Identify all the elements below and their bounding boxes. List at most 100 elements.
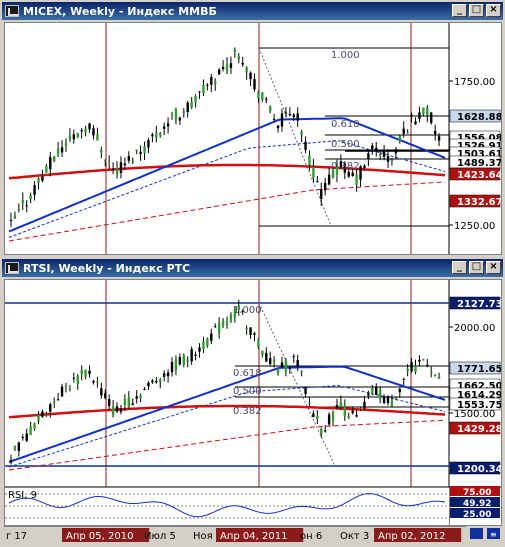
candle-body <box>194 95 197 103</box>
candle-body <box>53 156 56 162</box>
micex-chart-area[interactable]: 1.000 0.618 0.500 0.382 1750.00 1250.00 1628.8… <box>4 22 503 255</box>
minimize-button[interactable]: _ <box>452 261 467 274</box>
candle-body <box>430 371 433 373</box>
ma-slow-dashed <box>8 181 446 242</box>
candle-body <box>386 395 390 404</box>
candle-body <box>131 161 134 163</box>
rtsi-chart-area[interactable]: 1.000 0.618 0.500 0.382 2000.00 1500.00 2127.7… <box>4 279 503 526</box>
rsi-level-label: 49.92 <box>463 499 491 509</box>
candle-body <box>194 354 197 356</box>
candle-body <box>80 369 83 375</box>
candle-body <box>308 402 311 404</box>
candle-body <box>331 169 335 179</box>
candle-body <box>131 403 134 406</box>
fib-label: 0.618 <box>233 368 262 379</box>
price-tag-label: 1423.64 <box>457 170 501 181</box>
time-axis-label: он 6 <box>300 531 322 542</box>
candle-body <box>206 338 209 346</box>
candle-body <box>359 408 362 410</box>
candle-body <box>265 98 268 100</box>
candle-body <box>190 349 193 362</box>
candle-body <box>147 139 150 148</box>
minimize-button[interactable]: _ <box>452 4 467 17</box>
close-button[interactable]: × <box>486 4 501 17</box>
candle-body <box>363 165 366 169</box>
candle-body <box>56 148 60 155</box>
candle-body <box>296 113 299 121</box>
candle-body <box>104 159 107 161</box>
candle-body <box>17 208 21 211</box>
candle-body <box>64 385 68 387</box>
candle-body <box>371 145 374 150</box>
price-tag <box>449 167 501 181</box>
candle-body <box>320 428 323 434</box>
candle-body <box>45 414 48 416</box>
micex-titlebar[interactable]: MICEX, Weekly - Индекс ММВБ _ □ × <box>2 2 503 20</box>
candle-body <box>422 107 425 115</box>
maximize-button[interactable]: □ <box>469 4 484 17</box>
candle-body <box>253 333 256 335</box>
scroll-controls[interactable]: ≡ <box>468 526 503 541</box>
price-tag-label: 1553.75 <box>457 400 501 411</box>
candle-body <box>76 132 79 138</box>
rsi-level-tag <box>450 486 500 496</box>
candle-body <box>33 185 36 195</box>
candle-body <box>170 361 174 373</box>
candle-body <box>155 132 158 138</box>
candle-body <box>265 352 268 362</box>
candle-body <box>104 393 107 399</box>
candle-body <box>143 146 146 154</box>
price-tag <box>449 194 501 208</box>
candle-body <box>288 113 292 116</box>
candle-body <box>29 426 32 436</box>
candle-body <box>60 386 64 397</box>
price-tag-label: 1662.50 <box>457 381 501 392</box>
candle-body <box>382 396 386 403</box>
candle-body <box>261 350 264 356</box>
candle-body <box>367 153 370 159</box>
candle-body <box>367 393 370 396</box>
candle-body <box>41 176 44 181</box>
price-scale-label: 1500.00 <box>454 409 495 420</box>
maximize-button[interactable]: □ <box>469 261 484 274</box>
candle-body <box>174 359 178 371</box>
candle-body <box>359 166 362 180</box>
candle-body <box>225 322 229 325</box>
candle-body <box>49 157 52 170</box>
rtsi-chart[interactable]: 1.000 0.618 0.500 0.382 2000.00 1500.00 2127.7… <box>5 280 503 525</box>
micex-chart[interactable]: 1.000 0.618 0.500 0.382 1750.00 1250.00 1628.8… <box>5 23 503 254</box>
candle-body <box>182 111 185 114</box>
rtsi-titlebar[interactable]: RTSI, Weekly - Индекс РТС _ □ × <box>2 259 503 277</box>
price-tag <box>449 296 501 310</box>
candle-body <box>233 49 237 52</box>
ma-slow <box>8 404 446 419</box>
candle-body <box>217 322 221 334</box>
candle-body <box>375 147 378 152</box>
ma-fast <box>8 365 446 463</box>
candle-body <box>312 166 315 179</box>
chart-window-icon <box>5 262 19 274</box>
fib-trend-line <box>258 302 336 467</box>
candle-body <box>88 123 91 130</box>
price-tag-label: 1332.67 <box>457 197 501 208</box>
candle-body <box>410 115 413 117</box>
candle-body <box>249 327 252 335</box>
candle-body <box>53 401 56 403</box>
candle-body <box>426 364 429 367</box>
price-tag <box>449 109 501 123</box>
candle-body <box>249 72 252 80</box>
candle-body <box>170 114 174 116</box>
candle-body <box>375 386 378 395</box>
candle-body <box>9 459 13 463</box>
candle-body <box>351 410 354 413</box>
candle-body <box>343 405 347 417</box>
close-button[interactable]: × <box>486 261 501 274</box>
price-tag <box>449 361 501 375</box>
candle-body <box>272 119 276 121</box>
candle-body <box>241 310 244 312</box>
candle-body <box>253 79 256 90</box>
candle-body <box>151 134 154 137</box>
price-scale-label: 1750.00 <box>454 77 495 88</box>
price-tag <box>449 461 501 475</box>
candle-body <box>139 151 142 155</box>
